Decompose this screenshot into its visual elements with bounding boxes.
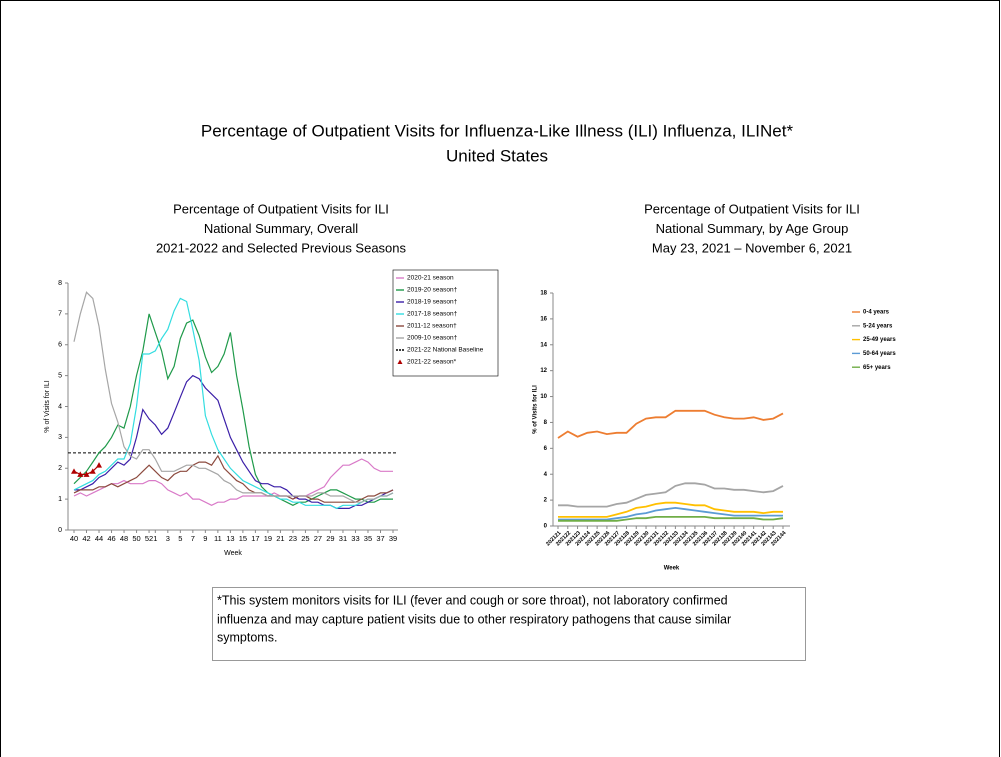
chart-title: 2021-2022 and Selected Previous Seasons [156, 240, 407, 255]
x-tick-label: 31 [339, 534, 347, 543]
x-tick-label: 23 [289, 534, 297, 543]
x-tick-label: 46 [107, 534, 115, 543]
legend-label: 2018-19 season† [407, 299, 458, 306]
y-tick-label: 1 [58, 496, 62, 503]
legend-label: 2009-10 season† [407, 335, 458, 342]
y-tick-label: 14 [540, 342, 547, 348]
y-tick-label: 8 [58, 280, 62, 287]
slide-title: United States [446, 146, 548, 165]
y-axis-label: % of Visits for ILI [533, 385, 539, 434]
point-marker [77, 471, 84, 477]
x-tick-label: 50 [132, 534, 140, 543]
chart-title: National Summary, by Age Group [656, 221, 849, 236]
series-line [73, 291, 394, 503]
chart-title: Percentage of Outpatient Visits for ILI [173, 201, 389, 216]
x-tick-label: 29 [326, 534, 334, 543]
x-tick-label: 39 [389, 534, 397, 543]
legend-label: 2011-12 season† [407, 323, 457, 330]
y-tick-label: 8 [544, 420, 548, 426]
y-tick-label: 12 [540, 368, 547, 374]
y-tick-label: 2 [544, 498, 548, 504]
y-tick-label: 0 [58, 527, 62, 534]
x-tick-label: 3 [166, 534, 170, 543]
legend-label: 25-49 years [863, 337, 896, 343]
x-tick-label: 17 [251, 534, 259, 543]
y-tick-label: 16 [540, 316, 547, 322]
legend-label: 2021-22 season* [407, 359, 457, 366]
x-tick-label: 19 [264, 534, 272, 543]
y-tick-label: 2 [58, 465, 62, 472]
x-tick-label: 15 [239, 534, 247, 543]
series-line [73, 313, 393, 506]
chart-title: Percentage of Outpatient Visits for ILI [644, 201, 860, 216]
chart-title: May 23, 2021 – November 6, 2021 [652, 240, 852, 255]
legend-label: 0-4 years [863, 310, 890, 316]
footnote: influenza and may capture patient visits… [217, 612, 731, 626]
point-marker [89, 468, 96, 474]
x-tick-label: 27 [314, 534, 322, 543]
legend-label: 50-64 years [863, 351, 896, 357]
legend-label: 5-24 years [863, 323, 893, 329]
footnote: *This system monitors visits for ILI (fe… [217, 593, 728, 607]
series-line [73, 454, 394, 503]
x-axis-label: Week [224, 550, 242, 557]
x-axis-label: Week [664, 566, 680, 572]
legend-marker [397, 359, 403, 364]
legend-label: 65+ years [863, 365, 891, 371]
x-tick-label: 33 [351, 534, 359, 543]
x-tick-label: 52 [145, 534, 153, 543]
legend-label: 2020-21 season [407, 275, 454, 282]
series-line [558, 516, 784, 522]
y-tick-label: 3 [58, 434, 62, 441]
point-marker [96, 462, 103, 468]
series-line [558, 482, 784, 508]
x-tick-label: 44 [95, 534, 103, 543]
y-tick-label: 5 [58, 372, 62, 379]
y-tick-label: 18 [540, 291, 547, 297]
y-tick-label: 4 [58, 403, 62, 410]
x-tick-label: 13 [226, 534, 234, 543]
series-line [74, 374, 394, 509]
x-tick-label: 5 [178, 534, 182, 543]
legend-label: 2017-18 season† [407, 311, 458, 318]
y-tick-label: 4 [544, 472, 548, 478]
footnote-box [212, 587, 806, 661]
slide-title: Percentage of Outpatient Visits for Infl… [201, 121, 794, 140]
footnote: symptoms. [217, 630, 277, 644]
chart-title: National Summary, Overall [204, 221, 358, 236]
legend-label: 2021-22 National Baseline [407, 347, 484, 354]
x-tick-label: 42 [82, 534, 90, 543]
x-tick-label: 35 [364, 534, 372, 543]
legend-label: 2019-20 season† [407, 287, 458, 294]
y-axis-label: % of Visits for ILI [44, 380, 51, 432]
legend-box [392, 269, 499, 377]
point-marker [71, 468, 77, 474]
y-tick-label: 6 [58, 342, 62, 349]
y-tick-label: 7 [58, 311, 62, 318]
x-tick-label: 25 [301, 534, 309, 543]
series-line [557, 409, 784, 439]
x-tick-label: 7 [191, 534, 195, 543]
x-tick-label: 37 [376, 534, 384, 543]
x-tick-label: 21 [276, 534, 284, 543]
x-tick-label: 11 [214, 534, 222, 543]
x-tick-label: 40 [70, 534, 78, 543]
x-tick-label: 1 [153, 534, 157, 543]
x-tick-label: 48 [120, 534, 128, 543]
series-line [558, 506, 783, 521]
point-marker [83, 471, 90, 477]
series-line [558, 501, 783, 518]
x-tick-label: 9 [203, 534, 207, 543]
y-tick-label: 6 [544, 446, 548, 452]
y-tick-label: 10 [540, 394, 547, 400]
y-tick-label: 0 [544, 524, 548, 530]
